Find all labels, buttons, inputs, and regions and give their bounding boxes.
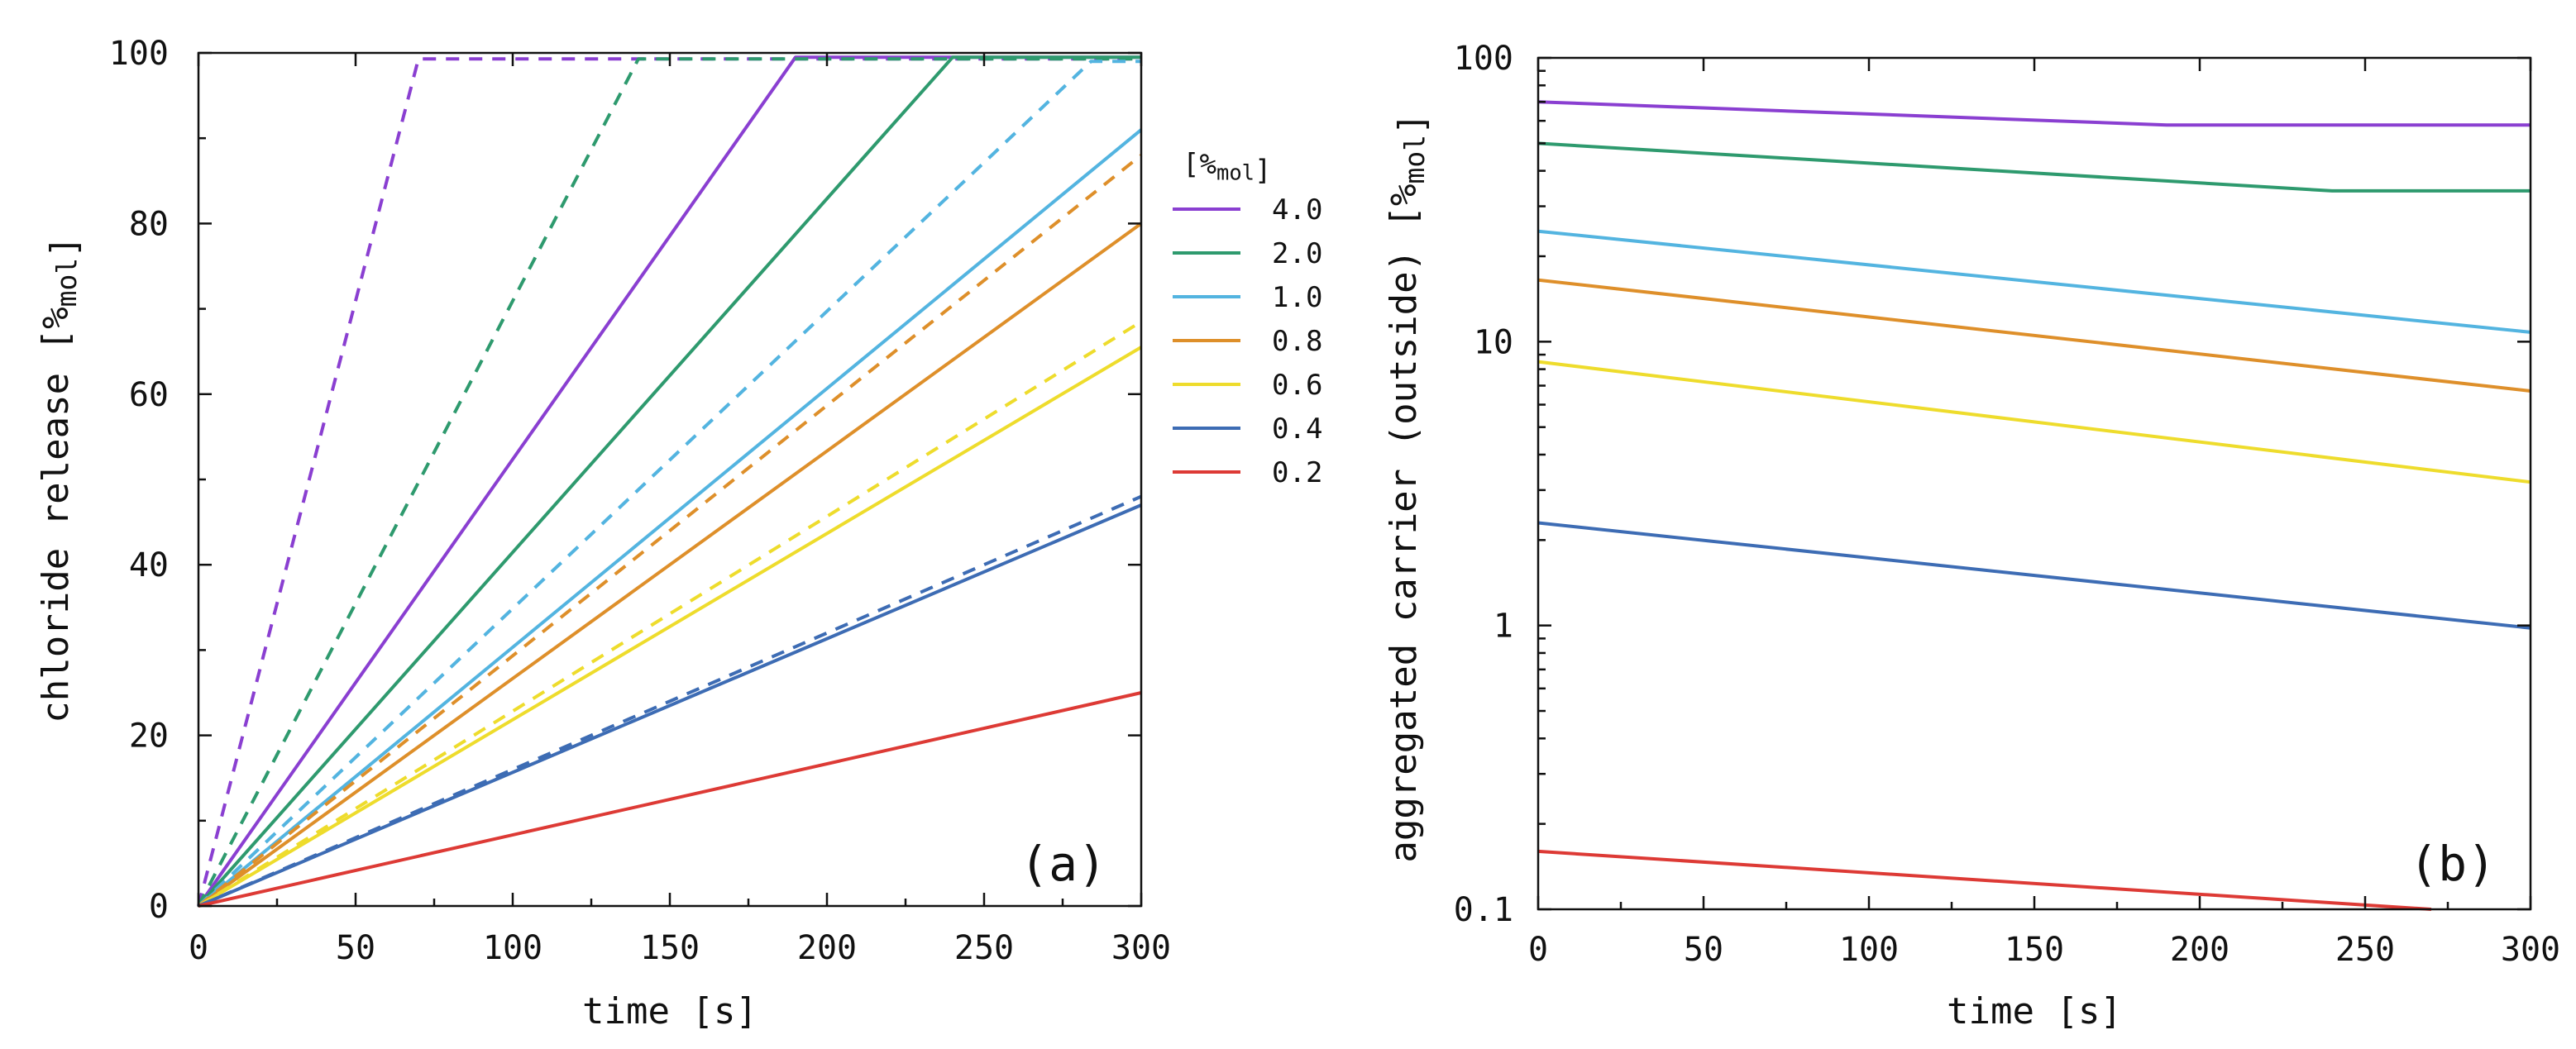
legend-label-2_0: 2.0 [1272, 237, 1322, 270]
panel-b-tag: (b) [2409, 836, 2496, 892]
panel-b-x-tick-label: 150 [2005, 931, 2064, 969]
mol-subscript: mol [50, 258, 83, 308]
panel-a-x-tick-label: 250 [954, 929, 1014, 967]
panel-b-x-tick-label: 250 [2335, 931, 2395, 969]
panel-a-x-tick-label: 300 [1111, 929, 1171, 967]
legend-label-0_4: 0.4 [1272, 412, 1322, 446]
panel-a-line-0_6-dashed [197, 320, 1143, 908]
mol-subscript: mol [1398, 135, 1431, 184]
panel-a: 0 50 100 150 200 250 300 0 20 40 60 80 100 time [s]… [35, 35, 1171, 1032]
panel-b: 0 50 100 150 200 250 300 0.1 1 10 100 time [s] ag… [1383, 40, 2560, 1032]
panel-b-x-tick-label: 100 [1839, 931, 1899, 969]
percent-sign: % [1383, 184, 1425, 206]
panel-a-x-ticks: 0 50 100 150 200 250 300 [189, 53, 1171, 967]
panel-a-y-tick-label: 100 [109, 35, 169, 73]
panel-a-y-ticks: 0 20 40 60 80 100 [109, 35, 1141, 926]
panel-b-x-tick-label: 300 [2501, 931, 2560, 969]
panel-a-line-0_6-solid [197, 346, 1143, 908]
panel-a-y-tick-label: 40 [129, 546, 169, 584]
panel-b-y-ticks: 0.1 1 10 100 [1454, 40, 2531, 929]
legend-label-0_2: 0.2 [1272, 456, 1322, 489]
legend: [%mol] 4.0 2.0 1.0 0.8 0.6 0.4 0.2 [1173, 148, 1322, 489]
panel-b-frame [1537, 56, 2532, 911]
panel-a-x-tick-label: 0 [189, 929, 208, 967]
legend-label-0_6: 0.6 [1272, 369, 1322, 402]
panel-a-line-2_0-dashed [197, 57, 1141, 907]
panel-a-line-2_0-solid [197, 55, 1141, 908]
panel-a-line-1_0-solid [197, 128, 1143, 908]
legend-title: [%mol] [1183, 148, 1272, 188]
panel-b-line-0_4 [1537, 521, 2531, 630]
panel-b-line-0_2 [1537, 849, 2432, 911]
panel-b-y-tick-label: 1 [1494, 608, 1513, 646]
panel-a-line-0_8-dashed [197, 154, 1143, 908]
panel-b-x-axis-title: time [s] [1947, 990, 2122, 1032]
panel-b-line-1_0 [1537, 229, 2531, 334]
panel-b-x-tick-label: 50 [1684, 931, 1723, 969]
legend-label-4_0: 4.0 [1272, 193, 1322, 226]
panel-a-y-tick-label: 60 [129, 376, 169, 414]
panel-a-x-tick-label: 150 [640, 929, 700, 967]
panel-a-y-tick-label: 20 [129, 718, 169, 756]
panel-a-x-tick-label: 50 [336, 929, 375, 967]
percent-sign: % [1199, 148, 1216, 181]
panel-b-line-0_8 [1537, 278, 2531, 393]
legend-label-1_0: 1.0 [1272, 281, 1322, 314]
legend-label-0_8: 0.8 [1272, 325, 1322, 358]
panel-a-line-4_0-dashed [197, 57, 1141, 907]
panel-b-line-4_0 [1537, 100, 2531, 127]
percent-sign: % [35, 307, 77, 329]
panel-a-line-4_0-solid [197, 55, 1141, 908]
panel-a-x-tick-label: 200 [797, 929, 857, 967]
panel-b-x-tick-label: 0 [1528, 931, 1548, 969]
panel-a-line-0_2-solid [198, 691, 1142, 908]
panel-b-y-axis-title-text: aggregated carrier (outside) [%mol] [1383, 112, 1433, 862]
panel-a-frame [197, 51, 1143, 908]
panel-a-y-tick-label: 80 [129, 205, 169, 243]
panel-a-line-0_4-dashed [198, 494, 1142, 908]
panel-a-series-group [197, 55, 1143, 908]
panel-b-y-tick-label: 10 [1474, 323, 1513, 361]
panel-a-tag: (a) [1020, 836, 1106, 892]
panel-a-line-0_8-solid [197, 222, 1143, 908]
panel-b-y-axis-title: aggregated carrier (outside) [%mol] [1383, 112, 1433, 862]
panel-a-y-tick-label: 0 [149, 888, 169, 926]
panel-b-line-0_6 [1537, 360, 2531, 484]
panel-b-y-tick-label: 100 [1454, 40, 1513, 78]
panel-a-x-axis-title: time [s] [582, 990, 758, 1032]
panel-a-x-tick-label: 100 [483, 929, 542, 967]
mol-subscript: mol [1216, 161, 1255, 186]
panel-a-line-1_0-dashed [197, 60, 1141, 908]
panel-b-line-2_0 [1537, 141, 2531, 193]
panel-b-x-tick-label: 200 [2170, 931, 2230, 969]
panel-b-y-tick-label: 0.1 [1454, 891, 1513, 929]
panel-b-x-ticks: 0 50 100 150 200 250 300 [1528, 58, 2560, 969]
legend-entries: 4.0 2.0 1.0 0.8 0.6 0.4 0.2 [1173, 193, 1322, 489]
panel-a-y-axis-title-text: chloride release [%mol] [35, 236, 85, 722]
panel-b-series-group [1537, 100, 2531, 911]
panel-a-y-axis-title: chloride release [%mol] [35, 236, 85, 722]
